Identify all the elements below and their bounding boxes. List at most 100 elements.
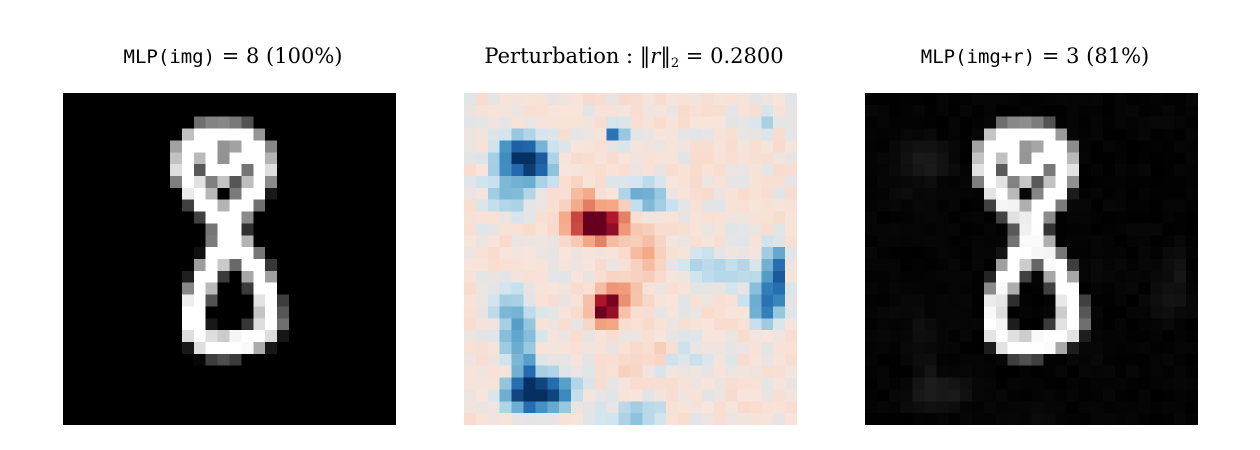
pixel-adversarial [1114,211,1127,224]
pixel-original [265,365,278,378]
pixel-perturbation [464,342,477,355]
pixel-adversarial [960,342,973,355]
pixel-original [205,330,218,343]
pixel-original [158,235,171,248]
pixel-original [158,259,171,272]
pixel-perturbation [749,211,762,224]
pixel-original [300,223,313,236]
pixel-perturbation [487,211,500,224]
pixel-perturbation [559,152,572,165]
pixel-perturbation [511,342,524,355]
title-func: MLP(img) [123,46,216,68]
pixel-original [158,342,171,355]
pixel-adversarial [1174,306,1187,319]
pixel-perturbation [785,306,797,319]
pixel-adversarial [876,223,890,236]
pixel-original [63,282,76,295]
pixel-original [277,389,290,402]
pixel-perturbation [571,401,584,414]
pixel-perturbation [713,377,726,390]
pixel-perturbation [761,128,774,141]
pixel-perturbation [535,152,548,165]
pixel-original [360,104,373,117]
pixel-original [384,211,396,224]
pixel-original [229,270,242,283]
pixel-original [372,330,385,343]
pixel-perturbation [761,330,774,343]
pixel-adversarial [924,128,937,141]
pixel-original [86,377,99,390]
pixel-original [193,247,206,260]
pixel-perturbation [654,235,667,248]
pixel-adversarial [876,199,890,212]
pixel-adversarial [1186,401,1198,414]
pixel-perturbation [737,116,750,129]
pixel-perturbation [701,187,714,200]
pixel-original [158,353,171,366]
pixel-original [63,401,76,414]
pixel-original [348,247,361,260]
pixel-perturbation [630,377,643,390]
pixel-adversarial [960,164,973,177]
pixel-adversarial [876,93,890,106]
pixel-perturbation [618,247,631,260]
pixel-adversarial [1079,342,1092,355]
pixel-original [110,282,123,295]
pixel-adversarial [1019,235,1032,248]
pixel-original [193,211,206,224]
pixel-original [146,259,159,272]
pixel-adversarial [1102,128,1115,141]
pixel-original [360,199,373,212]
pixel-original [372,342,385,355]
pixel-original [217,247,230,260]
pixel-original [74,353,88,366]
pixel-original [324,306,337,319]
pixel-perturbation [785,152,797,165]
pixel-original [74,199,88,212]
pixel-adversarial [972,223,985,236]
pixel-adversarial [924,93,937,106]
pixel-original [241,104,254,117]
pixel-adversarial [960,187,973,200]
pixel-original [193,235,206,248]
pixel-perturbation [678,259,691,272]
pixel-adversarial [1031,247,1044,260]
pixel-perturbation [511,306,524,319]
pixel-adversarial [995,199,1008,212]
pixel-adversarial [972,413,985,425]
pixel-perturbation [701,211,714,224]
pixel-perturbation [737,377,750,390]
pixel-original [122,318,135,331]
pixel-original [384,104,396,117]
pixel-perturbation [642,247,655,260]
pixel-adversarial [876,247,890,260]
pixel-adversarial [900,353,913,366]
pixel-original [122,330,135,343]
pixel-perturbation [606,235,619,248]
pixel-adversarial [995,187,1008,200]
pixel-perturbation [654,128,667,141]
pixel-adversarial [900,187,913,200]
pixel-original [229,128,242,141]
pixel-original [241,235,254,248]
pixel-adversarial [1090,377,1104,390]
pixel-perturbation [785,211,797,224]
pixel-original [63,176,76,189]
pixel-adversarial [1174,152,1187,165]
pixel-original [181,377,195,390]
pixel-perturbation [773,282,786,295]
pixel-perturbation [737,247,750,260]
pixel-original [122,270,135,283]
pixel-adversarial [1174,128,1187,141]
pixel-adversarial [1138,365,1151,378]
pixel-original [181,223,195,236]
pixel-perturbation [773,365,786,378]
pixel-perturbation [559,318,572,331]
pixel-original [63,318,76,331]
pixel-original [277,128,290,141]
title-original: MLP(img) = 8 (100%) [63,44,403,68]
pixel-original [300,318,313,331]
title-eq: = [215,44,246,68]
pixel-perturbation [618,342,631,355]
pixel-perturbation [785,318,797,331]
